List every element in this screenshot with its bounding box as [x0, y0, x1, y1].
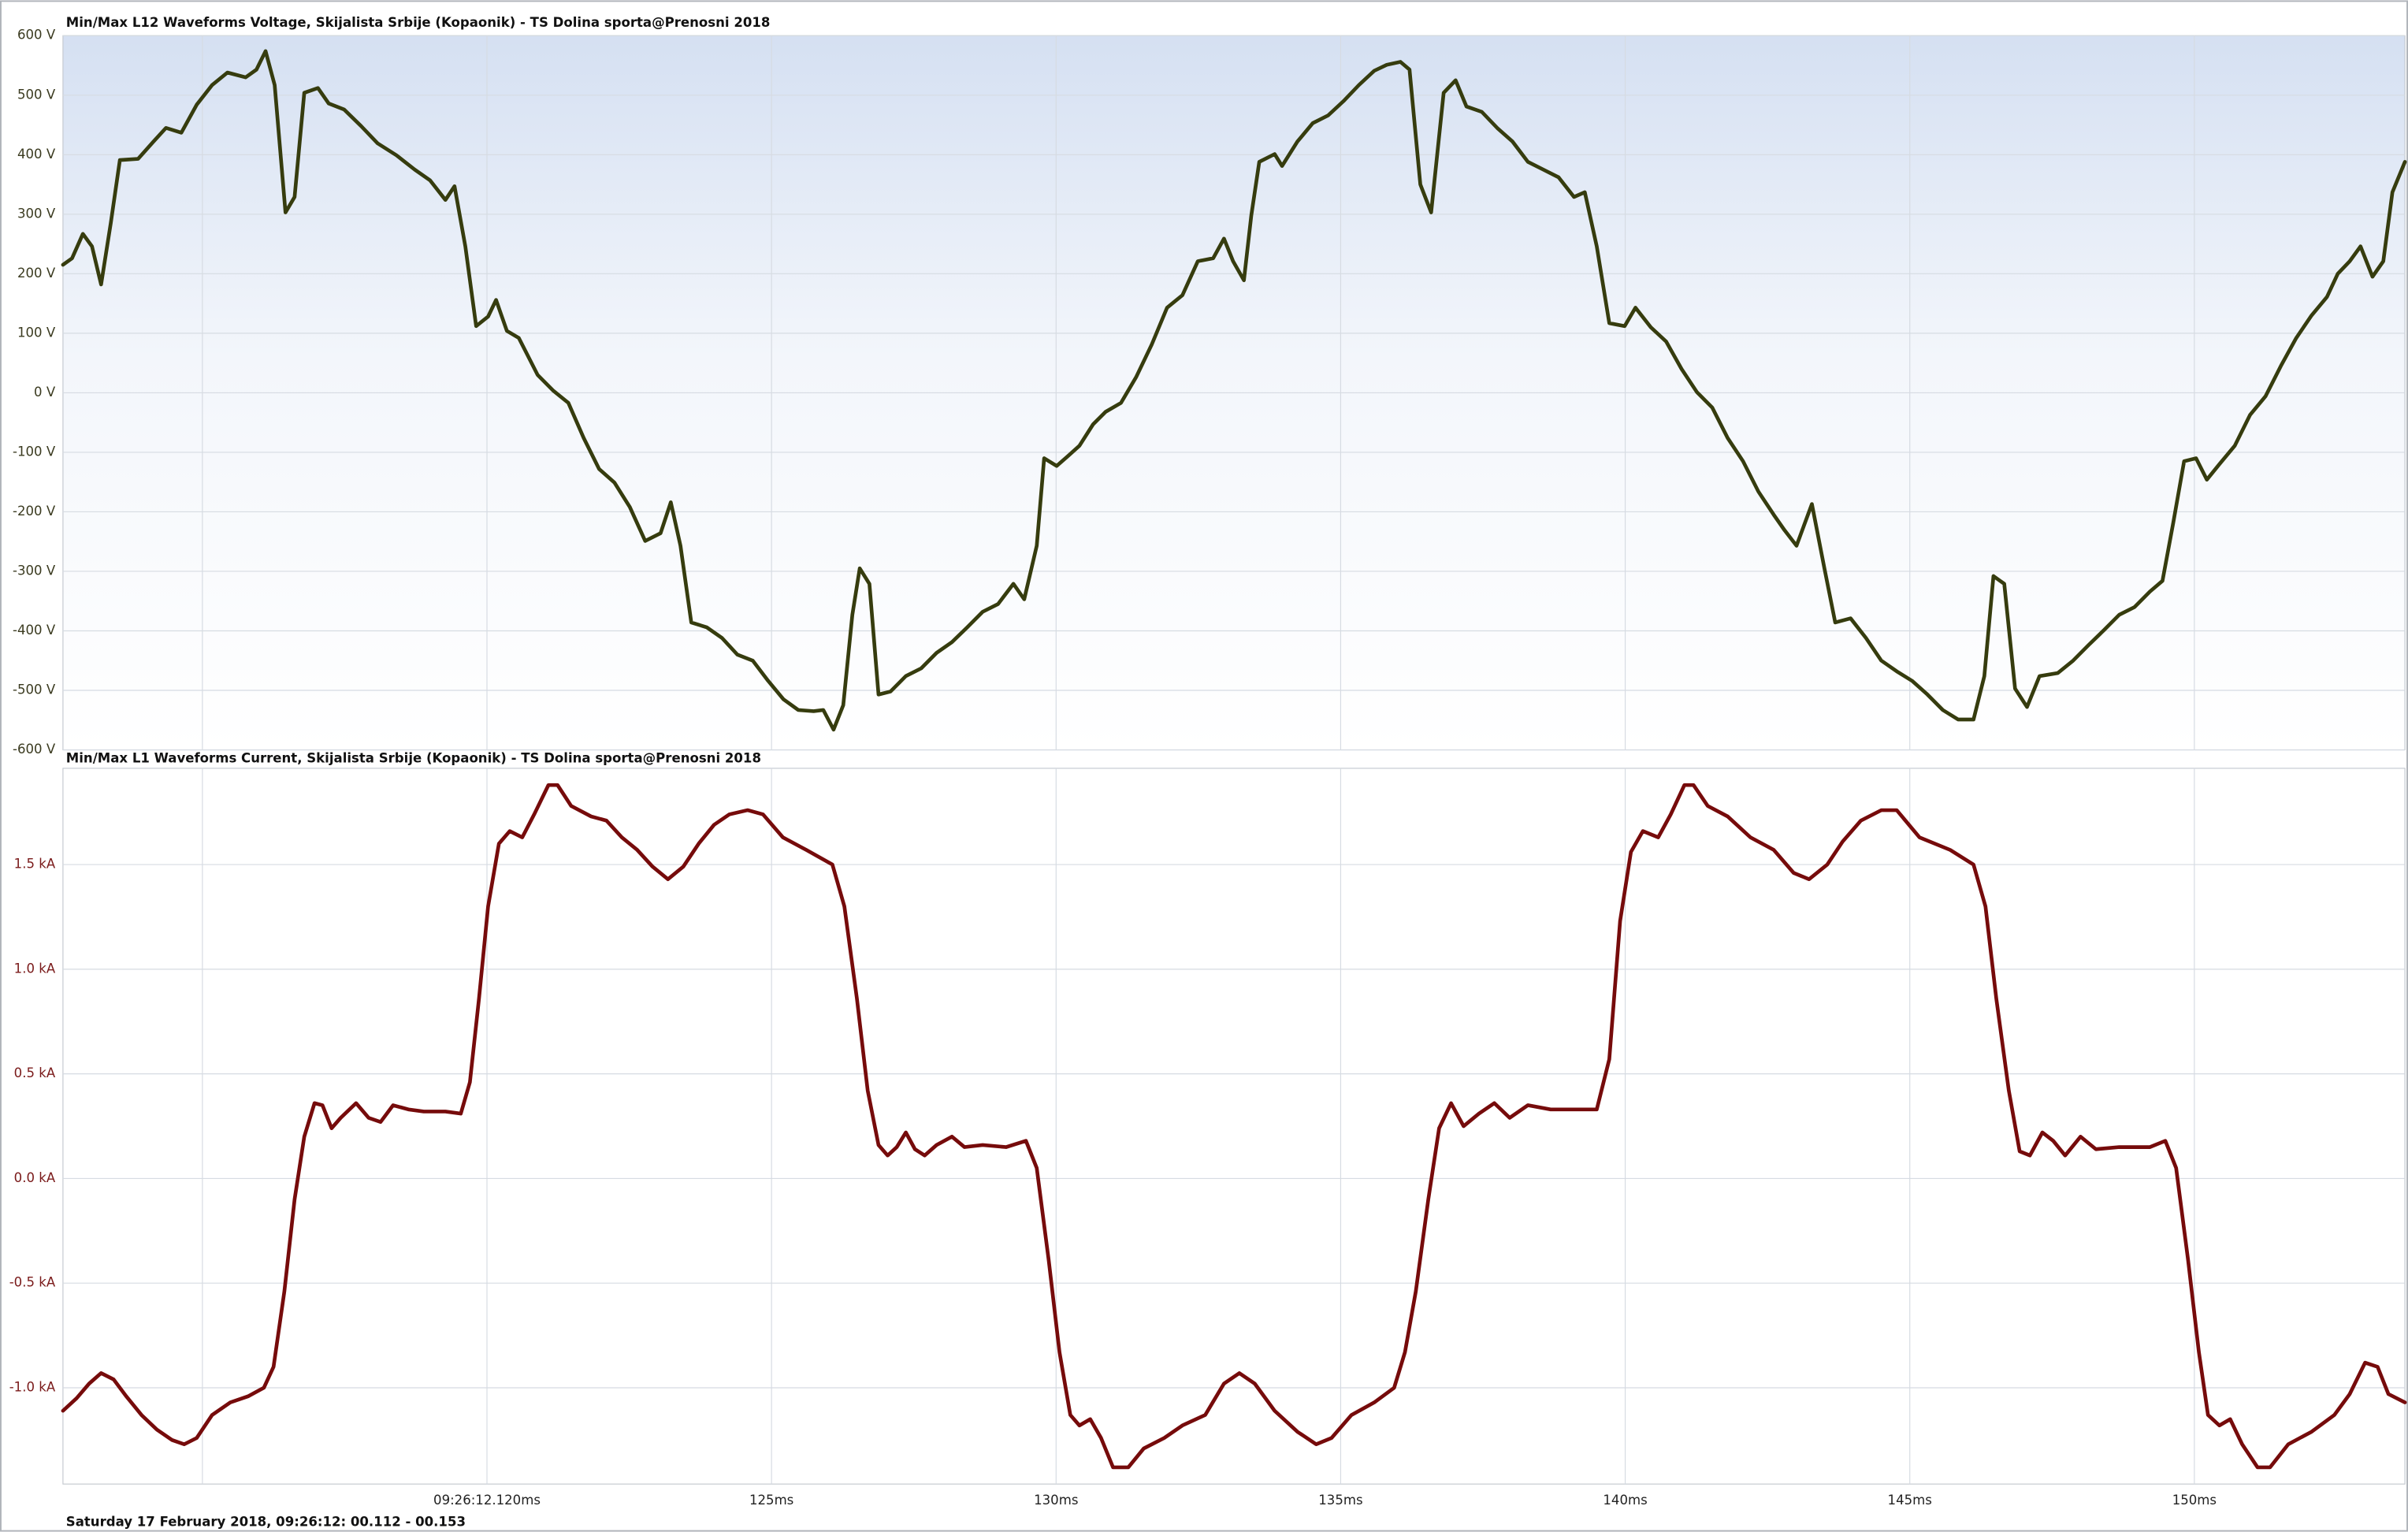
y-tick-label: -200 V	[13, 504, 56, 519]
y-tick-label: -100 V	[13, 444, 56, 459]
y-tick-label: 400 V	[17, 147, 56, 162]
y-tick-label: 200 V	[17, 266, 56, 281]
x-tick-label: 130ms	[1034, 1493, 1078, 1508]
y-tick-label: 0 V	[34, 385, 56, 400]
x-tick-label: 125ms	[749, 1493, 793, 1508]
y-tick-label: 0.0 kA	[14, 1170, 56, 1185]
chart-title: Min/Max L12 Waveforms Voltage, Skijalist…	[66, 15, 771, 30]
data-line	[61, 783, 2407, 1470]
y-tick-label: 0.5 kA	[14, 1065, 56, 1080]
y-tick-label: 100 V	[17, 325, 56, 340]
y-tick-label: -0.5 kA	[9, 1275, 56, 1290]
x-tick-label: 145ms	[1888, 1493, 1932, 1508]
x-tick-label: 09:26:12.120ms	[433, 1493, 541, 1508]
x-tick-label: 135ms	[1318, 1493, 1362, 1508]
y-tick-label: 1.0 kA	[14, 961, 56, 976]
y-tick-label: 500 V	[17, 87, 56, 102]
y-tick-label: -500 V	[13, 682, 56, 697]
y-tick-label: 600 V	[17, 28, 56, 43]
x-tick-label: 150ms	[2172, 1493, 2217, 1508]
y-tick-label: -1.0 kA	[9, 1379, 56, 1394]
chart-title: Min/Max L1 Waveforms Current, Skijalista…	[66, 751, 761, 766]
data-line	[61, 49, 2407, 732]
y-tick-label: -600 V	[13, 742, 56, 757]
y-tick-label: -300 V	[13, 563, 56, 578]
y-tick-label: -400 V	[13, 623, 56, 638]
footer: Saturday 17 February 2018, 09:26:12: 00.…	[66, 1514, 466, 1529]
x-tick-label: 140ms	[1603, 1493, 1647, 1508]
y-tick-label: 300 V	[17, 206, 56, 221]
y-tick-label: 1.5 kA	[14, 857, 56, 872]
